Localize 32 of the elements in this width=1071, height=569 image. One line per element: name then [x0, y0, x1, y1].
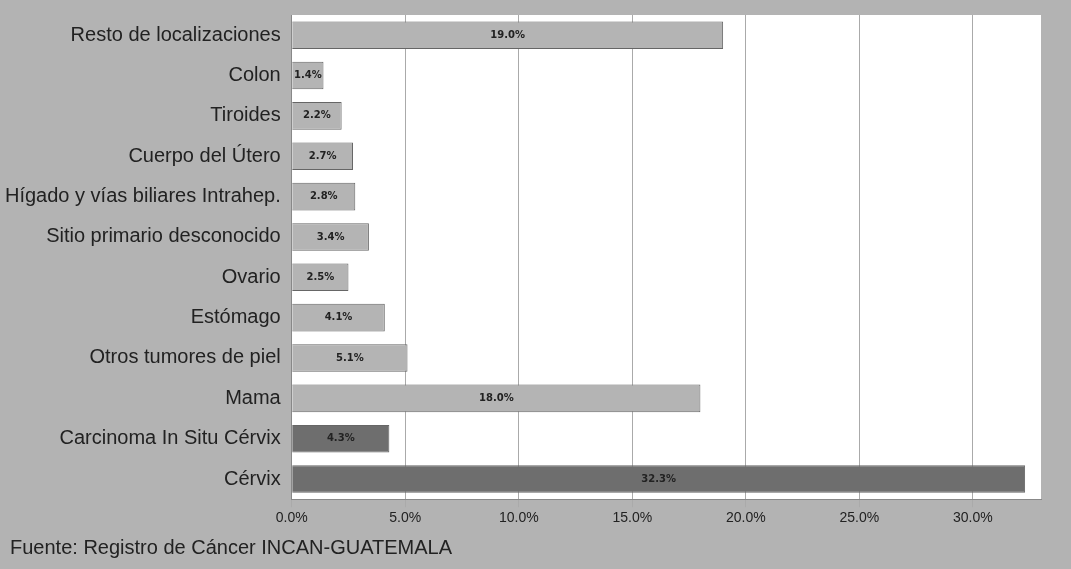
x-tick-label: 5.0%: [389, 509, 422, 526]
y-tick-label: Carcinoma In Situ Cérvix: [59, 426, 281, 449]
x-tick-label: 20.0%: [725, 509, 766, 526]
y-tick-label: Estómago: [190, 305, 281, 328]
y-tick-label: Mama: [225, 385, 282, 408]
data-label: 19.0%: [490, 28, 526, 40]
data-label: 5.1%: [335, 351, 364, 363]
y-tick-label: Ovario: [221, 264, 281, 287]
x-tick-label: 25.0%: [839, 509, 880, 526]
source-note: Fuente: Registro de Cáncer INCAN-GUATEMALA: [10, 536, 453, 559]
y-tick-label: Colon: [228, 63, 281, 86]
data-label: 2.5%: [306, 270, 335, 282]
data-label: 4.1%: [324, 311, 353, 323]
y-tick-label: Tiroides: [210, 103, 281, 126]
x-tick-label: 15.0%: [612, 509, 653, 526]
y-tick-label: Cuerpo del Útero: [128, 143, 281, 166]
y-tick-label: Cérvix: [224, 466, 281, 489]
data-label: 2.7%: [308, 149, 337, 161]
x-tick-label: 30.0%: [953, 509, 993, 526]
data-label: 32.3%: [641, 472, 677, 484]
x-tick-label: 10.0%: [498, 509, 539, 526]
y-tick-label: Otros tumores de piel: [89, 345, 281, 368]
y-tick-label: Hígado y vías biliares Intrahep.: [5, 184, 281, 207]
data-label: 1.4%: [293, 69, 322, 81]
data-label: 3.4%: [316, 230, 345, 242]
data-label: 2.2%: [303, 109, 331, 121]
data-label: 18.0%: [478, 391, 514, 403]
y-tick-label: Resto de localizaciones: [70, 22, 281, 45]
y-tick-label: Sitio primario desconocido: [46, 224, 281, 247]
data-label: 4.3%: [326, 432, 355, 444]
x-tick-label: 0.0%: [275, 509, 308, 526]
data-label: 2.8%: [309, 190, 338, 202]
